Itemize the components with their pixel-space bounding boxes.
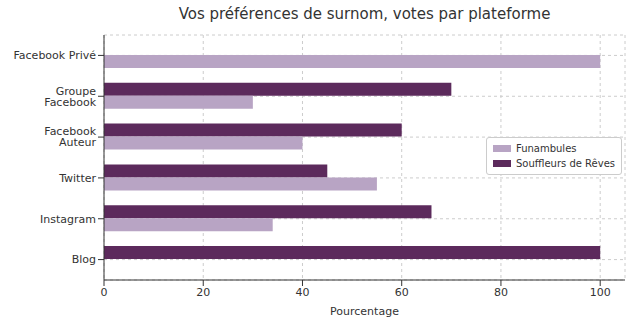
svg-text:GroupeFacebook: GroupeFacebook bbox=[44, 85, 96, 109]
svg-text:Blog: Blog bbox=[72, 253, 96, 266]
html-text:Funambules: Funambules bbox=[515, 143, 577, 154]
svg-text:100: 100 bbox=[590, 286, 611, 299]
svg-text:20: 20 bbox=[196, 286, 210, 299]
svg-text:Instagram: Instagram bbox=[40, 213, 96, 226]
svg-text:FacebookAuteur: FacebookAuteur bbox=[44, 125, 96, 149]
html-text:Souffleurs de Rêves: Souffleurs de Rêves bbox=[515, 158, 615, 169]
svg-text:Twitter: Twitter bbox=[58, 172, 96, 185]
html-text:Vos préférences de surnom, vot: Vos préférences de surnom, votes par pla… bbox=[178, 5, 551, 23]
svg-text:60: 60 bbox=[395, 286, 409, 299]
svg-text:80: 80 bbox=[494, 286, 508, 299]
svg-text:Facebook Privé: Facebook Privé bbox=[14, 49, 97, 62]
svg-text:40: 40 bbox=[295, 286, 309, 299]
svg-text:Pourcentage: Pourcentage bbox=[330, 305, 399, 317]
svg-text:0: 0 bbox=[101, 286, 108, 299]
